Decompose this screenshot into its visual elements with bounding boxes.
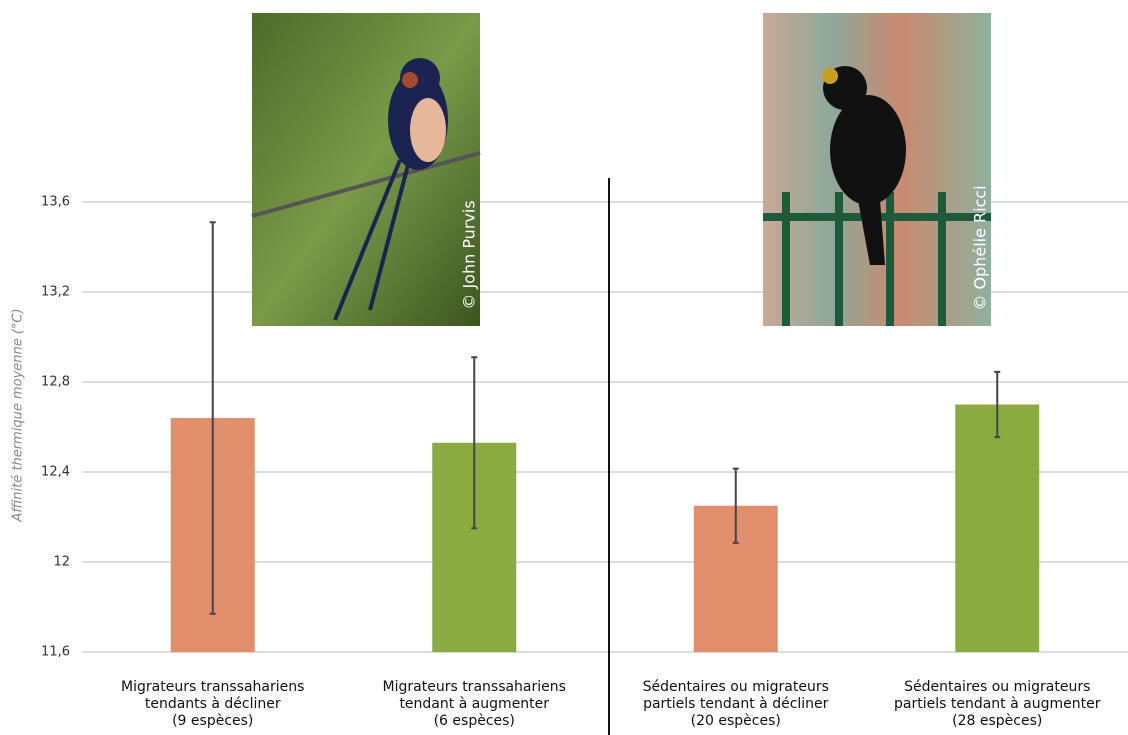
y-tick-label: 12,8 [41, 375, 70, 390]
photo-swallow [251, 13, 481, 326]
photo-blackbird [763, 13, 991, 326]
photo-credit: © John Purvis [460, 200, 479, 309]
error-bar [994, 370, 1001, 439]
error-bar [471, 356, 478, 530]
x-tick-label: Sédentaires ou migrateurs partiels tenda… [642, 679, 829, 729]
y-axis-label: Affinité thermique moyenne (°C) [11, 308, 26, 522]
x-tick-label: Migrateurs transsahariens tendants à déc… [121, 679, 305, 729]
y-tick-label: 13,6 [41, 195, 70, 210]
y-tick-label: 12,4 [41, 465, 70, 480]
x-tick-label: Migrateurs transsahariens tendant à augm… [382, 679, 566, 729]
y-tick-label: 13,2 [41, 285, 70, 300]
photo-credit: © Ophélie Ricci [971, 185, 990, 310]
y-tick-label: 11,6 [41, 645, 70, 660]
error-bar [209, 221, 216, 615]
error-bar [732, 467, 739, 544]
x-tick-label: Sédentaires ou migrateurs partiels tenda… [894, 679, 1101, 729]
y-tick-label: 12 [53, 555, 70, 570]
bar [955, 404, 1040, 652]
